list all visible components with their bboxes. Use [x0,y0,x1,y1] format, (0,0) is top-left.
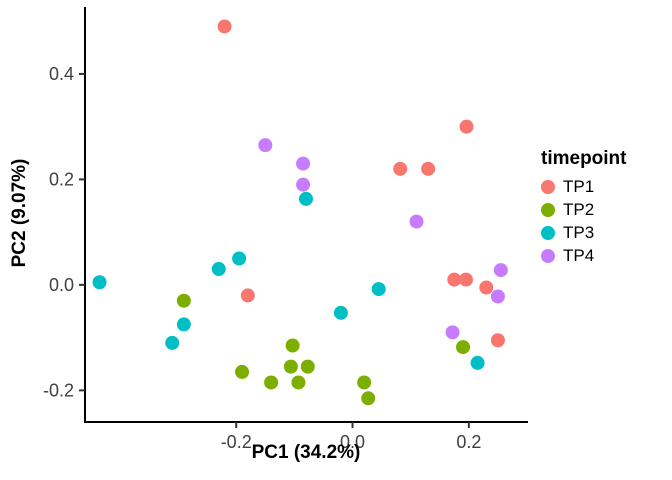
legend-item-TP2: TP2 [541,200,627,219]
legend-key-dot-TP1 [541,180,555,194]
legend-items: TP1 TP2 TP3 TP4 [541,177,627,265]
legend-key-dot-TP4 [541,249,555,263]
data-point-TP4 [296,156,311,171]
data-point-TP2 [291,375,306,390]
x-tick-label: 0.2 [456,432,481,452]
data-point-TP3 [371,282,386,297]
x-axis-title: PC1 (34.2%) [251,442,361,463]
data-point-TP2 [235,364,250,379]
legend-item-TP1: TP1 [541,177,627,196]
x-tick-label: 0.0 [340,432,365,452]
data-point-TP4 [296,177,311,192]
data-point-TP1 [490,333,505,348]
y-tick-label: 0.0 [49,275,74,295]
data-point-TP3 [470,355,485,370]
data-point-TP3 [176,317,191,332]
data-point-TP3 [299,191,313,206]
data-point-TP4 [490,289,505,304]
data-point-TP2 [300,359,315,374]
data-point-TP3 [333,305,348,320]
legend-label-TP2: TP2 [563,200,595,219]
data-point-TP1 [217,19,232,34]
data-point-TP3 [92,275,107,290]
data-point-TP3 [232,251,247,266]
data-point-TP1 [447,272,462,287]
data-point-TP4 [445,325,460,340]
data-point-TP4 [409,214,424,229]
data-point-TP2 [176,293,191,308]
data-point-TP3 [211,262,226,277]
data-point-TP2 [283,359,298,374]
data-point-TP1 [458,272,473,287]
data-point-TP2 [456,340,471,355]
legend-label-TP4: TP4 [563,246,595,265]
data-point-TP1 [479,280,494,295]
data-point-TP1 [393,161,408,176]
legend-label-TP1: TP1 [563,177,595,196]
y-tick-label: 0.4 [49,64,74,84]
legend-title: timepoint [541,148,627,169]
y-tick-label: -0.2 [43,380,74,400]
data-point-TP2 [264,375,279,390]
data-point-TP4 [493,263,508,278]
x-tick-label: -0.2 [221,432,252,452]
data-point-TP3 [165,335,180,350]
y-tick-label: 0.2 [49,169,74,189]
data-point-TP2 [361,391,376,406]
data-point-TP1 [421,161,436,176]
y-axis-title: PC2 (9.07%) [9,158,30,268]
legend-label-TP3: TP3 [563,223,595,242]
legend-item-TP3: TP3 [541,223,627,242]
data-point-TP1 [240,288,255,303]
legend-key-dot-TP3 [541,226,555,240]
legend-item-TP4: TP4 [541,246,627,265]
data-point-TP2 [357,375,372,390]
data-point-TP4 [258,138,273,153]
legend-key-dot-TP2 [541,203,555,217]
data-point-TP2 [285,338,300,353]
data-point-TP1 [459,119,474,134]
legend: timepoint TP1 TP2 TP3 TP4 [541,148,627,270]
